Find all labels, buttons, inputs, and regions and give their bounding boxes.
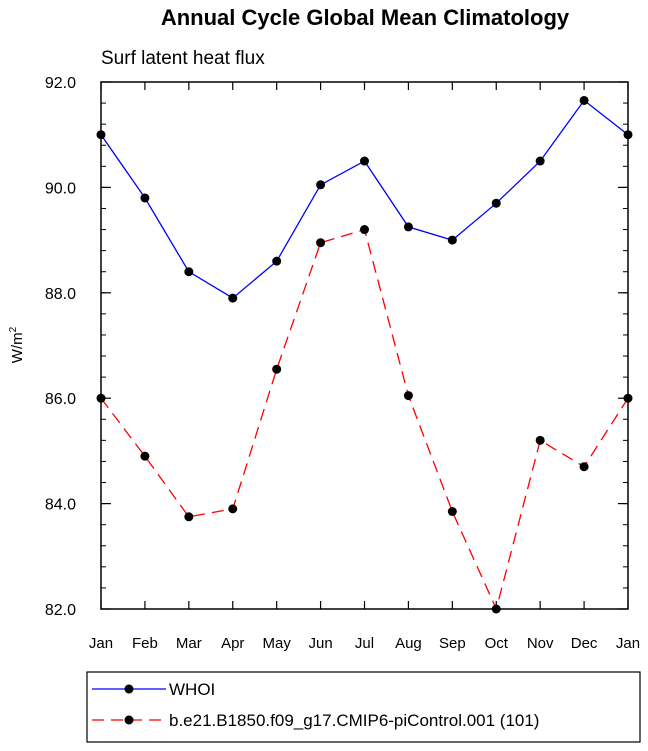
chart-subtitle: Surf latent heat flux [101, 48, 265, 69]
y-tick-label: 88.0 [45, 286, 76, 303]
x-tick-labels: Jan Feb Mar Apr May Jun Jul Aug Sep Oct Nov Dec Jan [89, 635, 640, 652]
x-tick-label: Jan [616, 635, 640, 652]
series-0-point [535, 156, 545, 166]
x-tick-label: Sep [439, 635, 466, 652]
y-tick-label: 82.0 [45, 602, 76, 619]
x-tick-label: Jan [89, 635, 113, 652]
series-1-point [360, 225, 369, 235]
legend: WHOI b.e21.B1850.f09_g17.CMIP6-piControl… [86, 671, 641, 743]
series-1-point [140, 451, 150, 461]
series-1-point [535, 435, 545, 445]
series-0-point [579, 95, 589, 105]
x-tick-label: Jul [355, 635, 374, 652]
y-axis-label-text: W/m [9, 332, 26, 363]
legend-marker-model [124, 715, 134, 725]
series-1-point [184, 512, 194, 522]
series-layer [96, 95, 633, 614]
y-tick-label: 86.0 [45, 391, 76, 408]
y-tick-labels: 82.0 84.0 86.0 88.0 90.0 92.0 [45, 75, 76, 619]
legend-label-whoi: WHOI [169, 680, 215, 699]
series-0-point [228, 293, 238, 303]
y-axis-label: W/m2 [8, 326, 26, 363]
series-1-point [316, 238, 326, 248]
y-tick-label: 90.0 [45, 180, 76, 197]
x-tick-label: Feb [132, 635, 158, 652]
x-tick-label: Dec [571, 635, 598, 652]
series-line-0 [100, 99, 629, 299]
ticks-layer [100, 81, 629, 610]
x-tick-label: Aug [395, 635, 422, 652]
x-tick-label: Apr [221, 635, 244, 652]
legend-marker-whoi [124, 684, 134, 694]
series-line-1 [100, 228, 629, 611]
series-0-point [184, 267, 194, 277]
x-tick-label: May [262, 635, 291, 652]
series-0-point [360, 156, 369, 166]
series-0-point [272, 256, 282, 266]
series-0-point [491, 198, 501, 208]
series-0-point [403, 222, 413, 232]
legend-box [86, 671, 641, 743]
legend-label-model: b.e21.B1850.f09_g17.CMIP6-piControl.001 … [169, 711, 539, 730]
chart-title: Annual Cycle Global Mean Climatology [161, 5, 570, 30]
series-1-point [579, 462, 589, 472]
series-1-point [272, 364, 282, 374]
y-tick-label: 92.0 [45, 75, 76, 92]
y-axis-label-superscript: 2 [8, 326, 19, 332]
series-1-point [228, 504, 238, 514]
x-tick-label: Nov [527, 635, 554, 652]
series-0-point [447, 235, 457, 245]
series-0-point [316, 180, 326, 190]
x-tick-label: Mar [176, 635, 202, 652]
y-tick-label: 84.0 [45, 497, 76, 514]
series-1-point [447, 507, 457, 517]
x-tick-label: Oct [485, 635, 509, 652]
series-0-point [140, 193, 150, 203]
series-1-point [403, 391, 413, 401]
x-tick-label: Jun [308, 635, 332, 652]
plot-frame [100, 81, 629, 610]
